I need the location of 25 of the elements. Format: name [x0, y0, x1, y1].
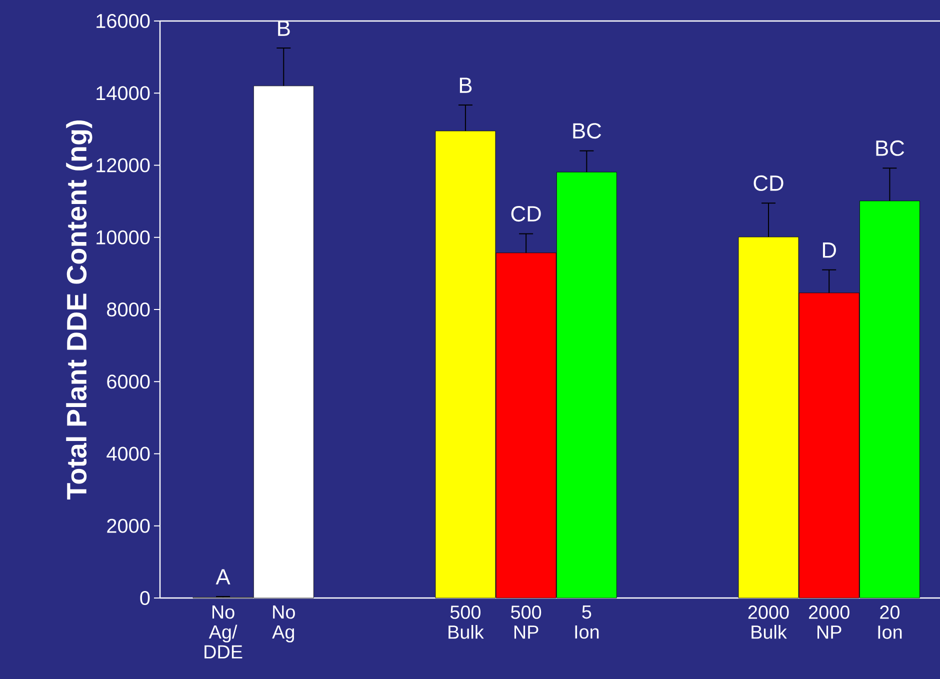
x-tick-label: No Ag	[272, 606, 295, 642]
annotation: A	[216, 569, 230, 584]
y-tick-label: 4000	[106, 446, 150, 461]
annotation: CD	[511, 206, 541, 222]
x-tick-label: 2000 NP	[809, 606, 850, 639]
annotation: B	[460, 78, 472, 93]
x-tick-label: 5 Ion	[575, 606, 599, 639]
x-tick-label: 500 Bulk	[448, 606, 484, 639]
y-tick-label: 2000	[107, 518, 150, 533]
annotation: BC	[573, 123, 602, 139]
y-tick-label: 10000	[96, 230, 150, 244]
x-tick-label: No Ag/ DDE	[204, 606, 242, 658]
y-axis-title: Total Plant DDE Content (ng)	[66, 120, 92, 500]
annotation: CD	[754, 175, 784, 191]
y-tick-label: 8000	[107, 302, 150, 317]
y-tick-label: 12000	[96, 158, 150, 172]
x-tick-label: 500 NP	[511, 606, 542, 639]
y-tick-label: 14000	[96, 86, 150, 100]
x-tick-label: 2000 Bulk	[748, 606, 789, 639]
y-tick-label: 6000	[107, 374, 150, 389]
annotation: BC	[876, 140, 904, 156]
y-tick-label: 16000	[96, 14, 150, 28]
annotation: D	[822, 242, 836, 258]
x-tick-label: 20 Ion	[878, 606, 902, 639]
y-tick-label: 0	[140, 590, 150, 606]
